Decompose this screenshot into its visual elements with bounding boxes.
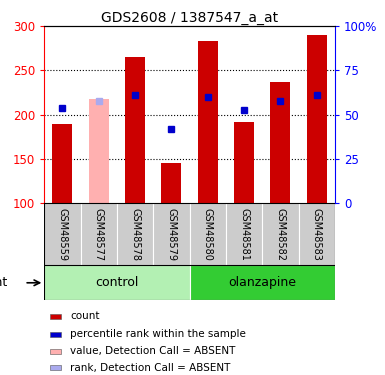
Title: GDS2608 / 1387547_a_at: GDS2608 / 1387547_a_at [101, 11, 278, 25]
Text: count: count [70, 311, 99, 321]
Bar [226, 203, 262, 265]
Text: agent: agent [0, 276, 8, 289]
Bar [299, 203, 335, 265]
Text: GSM48583: GSM48583 [312, 208, 322, 261]
Text: GSM48581: GSM48581 [239, 208, 249, 261]
Bar [234, 122, 254, 203]
Bar [117, 203, 153, 265]
Text: GSM48559: GSM48559 [57, 208, 67, 261]
Bar [52, 123, 72, 203]
Text: value, Detection Call = ABSENT: value, Detection Call = ABSENT [70, 346, 235, 356]
Text: GSM48578: GSM48578 [130, 208, 140, 261]
Bar [161, 164, 181, 203]
Bar [50, 332, 61, 337]
Bar [198, 41, 218, 203]
Bar [50, 314, 61, 318]
Bar [190, 203, 226, 265]
Bar [307, 35, 327, 203]
Text: GSM48577: GSM48577 [94, 208, 104, 261]
Bar [80, 203, 117, 265]
Bar [153, 203, 189, 265]
Bar [50, 365, 61, 370]
Bar [125, 57, 145, 203]
Bar [89, 99, 109, 203]
Bar [262, 203, 299, 265]
Text: GSM48582: GSM48582 [275, 208, 285, 261]
Text: rank, Detection Call = ABSENT: rank, Detection Call = ABSENT [70, 363, 230, 373]
Bar [190, 265, 335, 300]
Text: GSM48580: GSM48580 [203, 208, 213, 261]
Bar [44, 265, 190, 300]
Text: percentile rank within the sample: percentile rank within the sample [70, 330, 246, 339]
Bar [270, 82, 290, 203]
Text: olanzapine: olanzapine [228, 276, 296, 289]
Text: control: control [95, 276, 139, 289]
Bar [50, 349, 61, 354]
Text: GSM48579: GSM48579 [166, 208, 176, 261]
Bar [44, 203, 80, 265]
